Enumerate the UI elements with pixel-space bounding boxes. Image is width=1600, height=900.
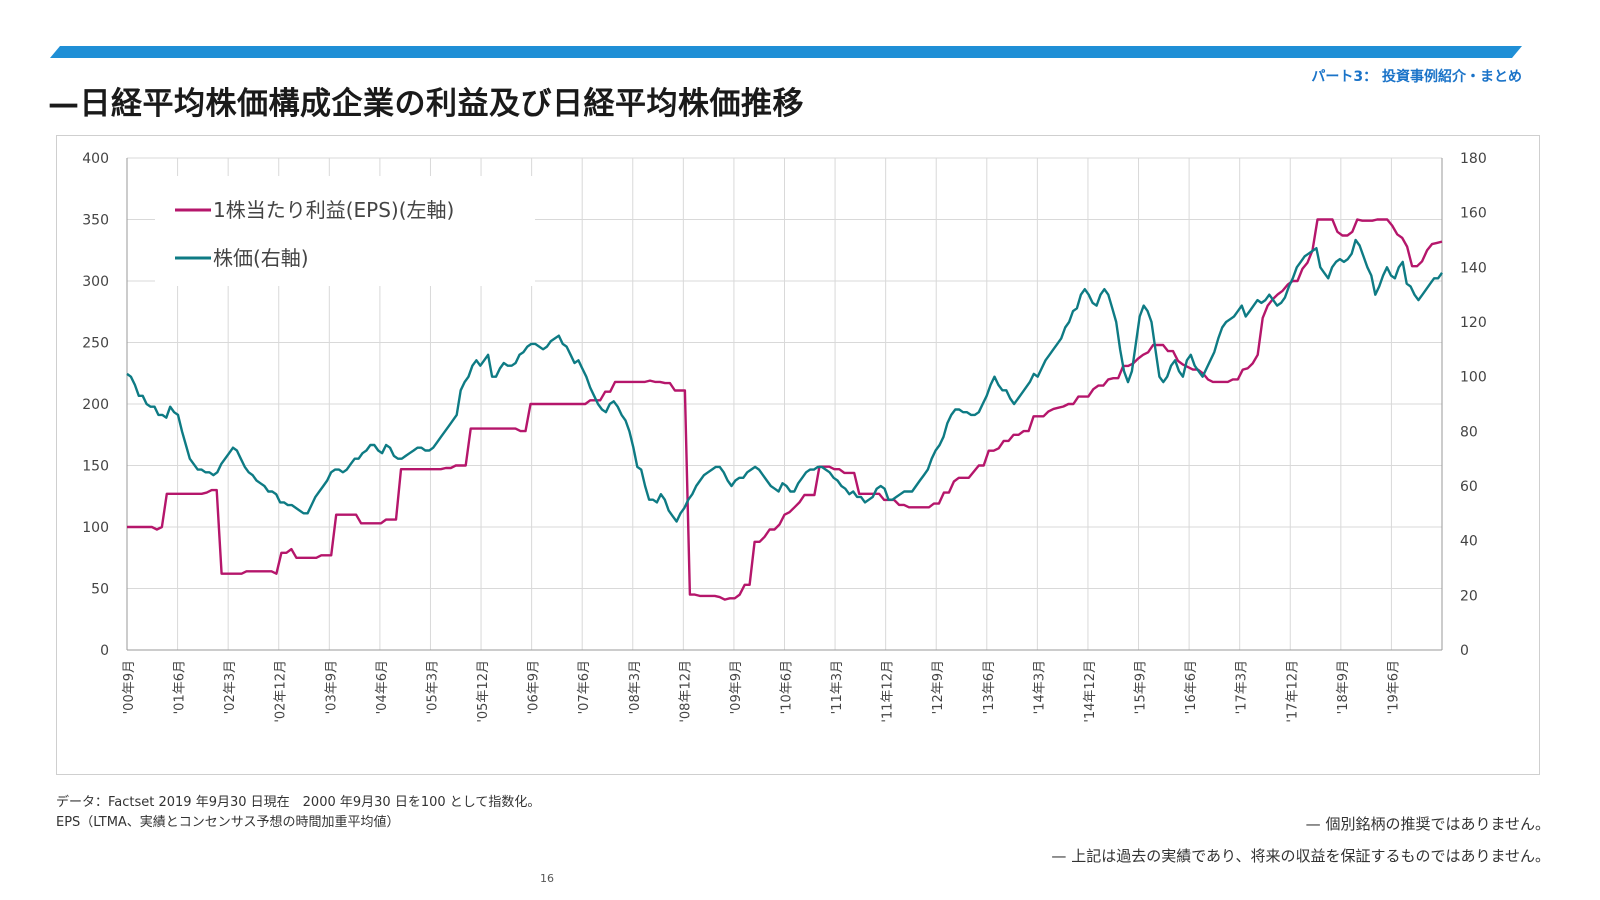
chart-frame: 0 50 100 150 200 250 300 350 400 0 20 40 60 80 100 120 1… (56, 135, 1540, 775)
x-axis-tick-label: '17年12月 (1285, 660, 1300, 723)
x-axis-tick-label: '08年3月 (628, 660, 643, 714)
header-accent-bar-shape (50, 46, 1522, 58)
left-axis-tick-label: 0 (100, 643, 109, 659)
x-axis-tick-label: '19年6月 (1386, 660, 1401, 714)
right-axis-tick-label: 80 (1460, 424, 1478, 440)
left-axis-tick-label: 150 (82, 459, 109, 475)
x-axis-tick-label: '17年3月 (1235, 660, 1250, 714)
x-axis-tick-label: '07年6月 (577, 660, 592, 714)
right-axis-tick-label: 100 (1460, 370, 1487, 386)
x-axis-tick-label: '03年9月 (324, 660, 339, 714)
section-label: パート3： 投資事例紹介・まとめ (1311, 69, 1522, 85)
disclaimer-past-performance: — 上記は過去の実績であり、将来の収益を保証するものではありません。 (1051, 847, 1550, 865)
x-axis-tick-label: '15年9月 (1134, 660, 1149, 714)
x-axis-tick-label: '01年6月 (173, 660, 188, 714)
source-note-line-1: データ：Factset 2019 年9月30 日現在 2000 年9月30 日を… (56, 795, 541, 810)
left-axis-tick-label: 300 (82, 274, 109, 290)
x-axis-tick-label: '00年9月 (122, 660, 137, 714)
right-axis-tick-label: 120 (1460, 315, 1487, 331)
x-axis-tick-label: '18年9月 (1336, 660, 1351, 714)
right-axis-tick-label: 140 (1460, 260, 1487, 276)
legend-label-eps: 1株当たり利益(EPS)(左軸) (213, 198, 454, 222)
legend-box (155, 176, 535, 286)
source-notes: データ：Factset 2019 年9月30 日現在 2000 年9月30 日を… (56, 793, 540, 833)
x-axis-tick-label: '09年9月 (729, 660, 744, 714)
x-axis-tick-label: '05年12月 (476, 660, 491, 723)
page-title: —日経平均株価構成企業の利益及び日経平均株価推移 (48, 86, 804, 122)
eps-vs-nikkei-chart: 0 50 100 150 200 250 300 350 400 0 20 40 60 80 100 120 1… (82, 151, 1487, 723)
header-accent-bar (50, 46, 1522, 58)
x-axis-tick-label: '11年12月 (881, 660, 896, 723)
x-axis-tick-label: '16年6月 (1184, 660, 1199, 714)
disclaimer-not-recommendation: — 個別銘柄の推奨ではありません。 (1305, 815, 1550, 833)
left-axis-tick-label: 50 (91, 582, 109, 598)
x-axis-tick-label: '08年12月 (678, 660, 693, 723)
x-axis-tick-label: '06年9月 (527, 660, 542, 714)
x-axis-tick-label: '14年3月 (1032, 660, 1047, 714)
left-axis-tick-label: 100 (82, 520, 109, 536)
x-axis-tick-label: '02年12月 (274, 660, 289, 723)
right-axis-tick-label: 160 (1460, 206, 1487, 222)
page-number: 16 (540, 872, 554, 885)
x-axis-tick-label: '10年6月 (780, 660, 795, 714)
left-axis-tick-label: 250 (82, 336, 109, 352)
right-axis-tick-label: 20 (1460, 588, 1478, 604)
x-axis-tick-label: '12年9月 (931, 660, 946, 714)
x-axis-tick-label: '13年6月 (982, 660, 997, 714)
right-axis-tick-label: 40 (1460, 534, 1478, 550)
left-axis-tick-label: 200 (82, 397, 109, 413)
left-axis-tick-label: 400 (82, 151, 109, 167)
source-note-line-2: EPS（LTMA、実績とコンセンサス予想の時間加重平均値） (56, 815, 400, 830)
stock-price-series-line (126, 238, 1443, 523)
right-axis-tick-label: 60 (1460, 479, 1478, 495)
right-axis-tick-label: 0 (1460, 643, 1469, 659)
disclaimers: — 個別銘柄の推奨ではありません。 — 上記は過去の実績であり、将来の収益を保証… (1051, 808, 1550, 872)
legend-label-stock-price: 株価(右軸) (213, 246, 309, 270)
x-axis-tick-label: '11年3月 (830, 660, 845, 714)
left-axis-tick-label: 350 (82, 213, 109, 229)
x-axis-tick-label: '02年3月 (223, 660, 238, 714)
eps-series-line (127, 218, 1443, 601)
x-axis-tick-label: '05年3月 (425, 660, 440, 714)
x-axis-tick-label: '14年12月 (1083, 660, 1098, 723)
right-axis-tick-label: 180 (1460, 151, 1487, 167)
x-axis-tick-label: '04年6月 (375, 660, 390, 714)
